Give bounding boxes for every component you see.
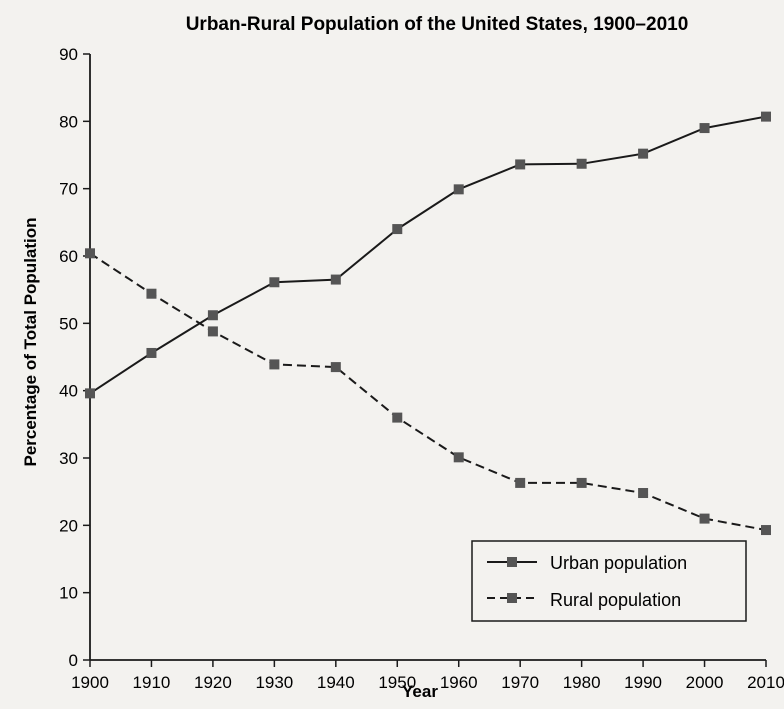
data-point bbox=[207, 326, 218, 337]
data-point bbox=[761, 525, 771, 536]
data-point bbox=[453, 452, 464, 463]
x-tick-label: 1950 bbox=[378, 673, 416, 692]
data-point bbox=[515, 477, 526, 488]
y-tick-label: 50 bbox=[59, 314, 78, 333]
data-point bbox=[146, 347, 157, 358]
y-tick-label: 20 bbox=[59, 516, 78, 535]
y-tick-label: 60 bbox=[59, 247, 78, 266]
data-point bbox=[392, 224, 403, 235]
legend-urban-marker bbox=[507, 557, 517, 567]
y-tick-label: 0 bbox=[69, 651, 78, 670]
data-point bbox=[515, 159, 526, 170]
data-point bbox=[638, 488, 649, 499]
x-tick-label: 1980 bbox=[563, 673, 601, 692]
x-tick-label: 1940 bbox=[317, 673, 355, 692]
x-tick-label: 1900 bbox=[71, 673, 109, 692]
y-tick-label: 40 bbox=[59, 382, 78, 401]
y-tick-label: 80 bbox=[59, 112, 78, 131]
data-point bbox=[146, 288, 157, 299]
x-tick-label: 1970 bbox=[501, 673, 539, 692]
y-tick-label: 70 bbox=[59, 180, 78, 199]
x-tick-label: 2000 bbox=[686, 673, 724, 692]
data-point bbox=[699, 513, 710, 524]
data-point bbox=[330, 274, 341, 285]
data-point bbox=[699, 123, 710, 134]
data-point bbox=[330, 362, 341, 373]
series-layer bbox=[85, 111, 771, 536]
data-point bbox=[392, 412, 403, 423]
y-tick-label: 30 bbox=[59, 449, 78, 468]
legend-rural-label: Rural population bbox=[550, 590, 681, 610]
x-tick-label: 1960 bbox=[440, 673, 478, 692]
legend-box bbox=[471, 540, 747, 622]
y-tick-label: 10 bbox=[59, 584, 78, 603]
data-point bbox=[576, 158, 587, 169]
data-point bbox=[453, 184, 464, 195]
y-tick-label: 90 bbox=[59, 45, 78, 64]
x-tick-label: 1910 bbox=[133, 673, 171, 692]
series-line-1 bbox=[89, 252, 767, 531]
y-axis-label: Percentage of Total Population bbox=[21, 217, 40, 466]
chart-title: Urban-Rural Population of the United Sta… bbox=[186, 14, 689, 35]
x-tick-label: 2010 bbox=[747, 673, 784, 692]
x-tick-label: 1920 bbox=[194, 673, 232, 692]
series-line-0 bbox=[89, 115, 767, 395]
x-axis-label: Year bbox=[402, 682, 438, 701]
legend-urban-label: Urban population bbox=[550, 553, 687, 573]
axes: 0 10 20 30 40 50 60 70 80 90 1900 1910 1920 1930 1940 1… bbox=[59, 45, 784, 692]
data-point bbox=[207, 310, 218, 321]
data-point bbox=[638, 148, 649, 159]
data-point bbox=[269, 359, 280, 370]
legend: Urban population Rural population bbox=[471, 540, 747, 622]
data-point bbox=[269, 277, 280, 288]
legend-rural-marker bbox=[507, 593, 517, 603]
x-tick-label: 1930 bbox=[255, 673, 293, 692]
data-point bbox=[761, 111, 771, 122]
x-tick-label: 1990 bbox=[624, 673, 662, 692]
data-point bbox=[85, 388, 95, 399]
data-point bbox=[85, 248, 95, 259]
data-point bbox=[576, 477, 587, 488]
